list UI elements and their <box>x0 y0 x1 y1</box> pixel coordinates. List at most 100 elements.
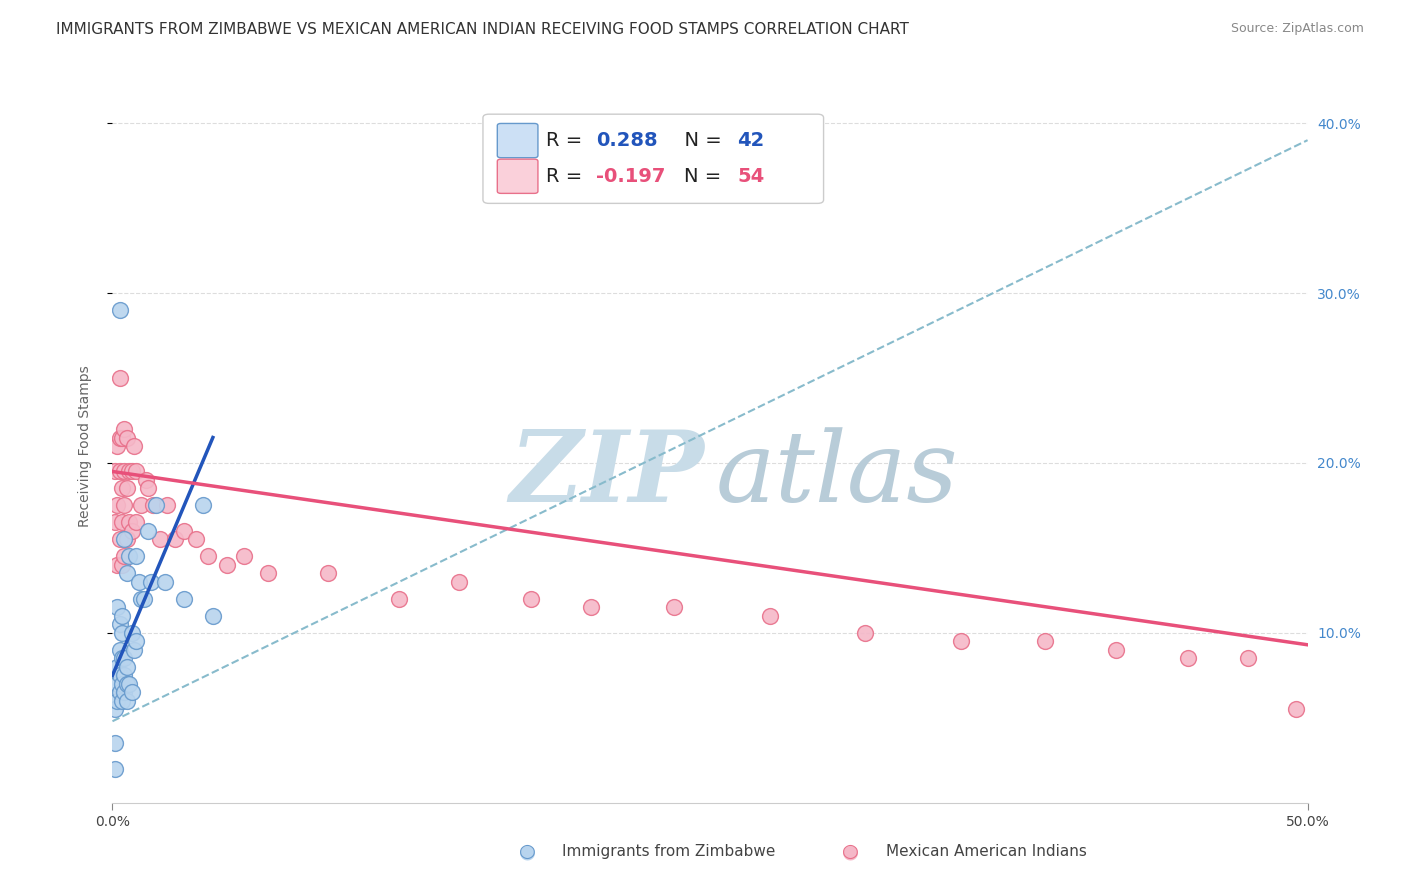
Point <box>104 516 127 530</box>
Point <box>108 303 131 318</box>
Point <box>108 617 131 632</box>
Point <box>122 643 145 657</box>
Text: R =: R = <box>547 167 589 186</box>
Point <box>855 626 877 640</box>
Point <box>105 677 128 691</box>
Point <box>388 591 411 606</box>
Text: ○: ○ <box>842 842 859 862</box>
Point <box>138 524 160 538</box>
Point <box>1033 634 1056 648</box>
Text: ●: ● <box>842 842 859 862</box>
Text: 42: 42 <box>738 131 765 150</box>
Point <box>111 516 134 530</box>
Text: 54: 54 <box>738 167 765 186</box>
Point <box>108 668 131 682</box>
Point <box>114 499 135 513</box>
Point <box>257 566 280 581</box>
Point <box>105 694 128 708</box>
Point <box>108 371 131 385</box>
Point <box>118 549 141 564</box>
Point <box>118 516 141 530</box>
Point <box>129 499 152 513</box>
Point <box>1285 702 1308 716</box>
Point <box>759 608 782 623</box>
Text: ZIP: ZIP <box>509 426 704 523</box>
Text: N =: N = <box>672 131 728 150</box>
Point <box>138 482 160 496</box>
Point <box>115 694 138 708</box>
Point <box>115 482 138 496</box>
Point <box>115 660 138 674</box>
Text: R =: R = <box>547 131 589 150</box>
Point <box>111 558 134 572</box>
Point <box>114 422 135 436</box>
Point <box>121 465 143 479</box>
Point <box>197 549 219 564</box>
Point <box>104 465 127 479</box>
Point <box>114 533 135 547</box>
Point <box>105 558 128 572</box>
Point <box>114 668 135 682</box>
Point <box>193 499 215 513</box>
Point <box>105 499 128 513</box>
Point <box>520 591 543 606</box>
Point <box>156 499 179 513</box>
Point <box>129 591 152 606</box>
Point <box>111 694 134 708</box>
Point <box>105 439 128 453</box>
Point <box>105 660 128 674</box>
Point <box>135 473 157 487</box>
Point <box>201 608 224 623</box>
Point <box>132 591 155 606</box>
Point <box>1105 643 1128 657</box>
Y-axis label: Receiving Food Stamps: Receiving Food Stamps <box>77 365 91 527</box>
Point <box>121 626 143 640</box>
Text: Mexican American Indians: Mexican American Indians <box>886 845 1087 859</box>
Point <box>108 685 131 699</box>
Point <box>118 677 141 691</box>
Point <box>114 549 135 564</box>
Point <box>114 465 135 479</box>
Point <box>139 574 162 589</box>
Point <box>145 499 167 513</box>
Point <box>125 634 148 648</box>
Point <box>664 600 686 615</box>
Point <box>108 643 131 657</box>
Point <box>122 439 145 453</box>
Point <box>149 533 172 547</box>
Point <box>115 533 138 547</box>
Point <box>118 465 141 479</box>
Point <box>233 549 256 564</box>
Point <box>125 516 148 530</box>
Text: Source: ZipAtlas.com: Source: ZipAtlas.com <box>1230 22 1364 36</box>
Point <box>1237 651 1260 665</box>
Point <box>115 430 138 444</box>
Point <box>125 465 148 479</box>
Point <box>173 591 195 606</box>
Text: 0.288: 0.288 <box>596 131 658 150</box>
Text: N =: N = <box>683 167 727 186</box>
Point <box>111 677 134 691</box>
Point <box>108 430 131 444</box>
FancyBboxPatch shape <box>498 123 538 158</box>
Point <box>579 600 602 615</box>
Point <box>115 677 138 691</box>
Point <box>125 549 148 564</box>
Point <box>1177 651 1199 665</box>
Point <box>163 533 186 547</box>
Point <box>104 702 127 716</box>
Point <box>316 566 339 581</box>
Point <box>108 465 131 479</box>
Point <box>105 600 128 615</box>
Point <box>128 574 150 589</box>
Point <box>186 533 208 547</box>
Point <box>217 558 239 572</box>
Point <box>142 499 165 513</box>
Point <box>153 574 176 589</box>
Text: Immigrants from Zimbabwe: Immigrants from Zimbabwe <box>562 845 776 859</box>
FancyBboxPatch shape <box>498 159 538 194</box>
Point <box>114 685 135 699</box>
Point <box>108 533 131 547</box>
Point <box>111 626 134 640</box>
Point <box>173 524 195 538</box>
